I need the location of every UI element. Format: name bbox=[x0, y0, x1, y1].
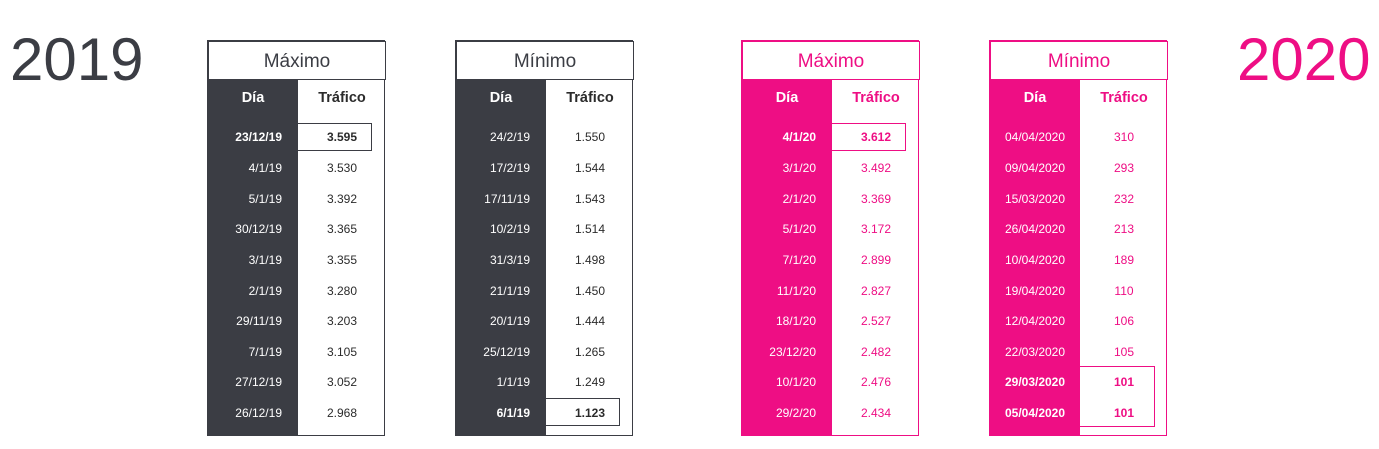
year-2020-label: 2020 bbox=[1237, 26, 1371, 93]
table-row: 6/1/19 1.123 bbox=[496, 406, 606, 420]
table-row: 5/1/19 3.392 bbox=[248, 192, 358, 206]
table-title: Máximo bbox=[208, 41, 386, 80]
table-title: Mínimo bbox=[990, 41, 1168, 80]
table-title: Mínimo bbox=[456, 41, 634, 80]
table-row: 18/1/20 2.527 bbox=[775, 314, 892, 328]
table-row: 29/03/2020 101 bbox=[1004, 375, 1135, 389]
table-row: 3/1/20 3.492 bbox=[782, 161, 892, 175]
table-row: 24/2/19 1.550 bbox=[489, 130, 606, 144]
table-row: 26/12/19 2.968 bbox=[235, 406, 358, 420]
table-2019-maximo: Máximo Día Tráfico 23/12/19 3.595 4/1/19 3… bbox=[207, 40, 386, 436]
table-row: 2/1/19 3.280 bbox=[248, 284, 358, 298]
table-row: 12/04/2020 106 bbox=[1004, 314, 1135, 328]
table-row: 4/1/19 3.530 bbox=[248, 161, 358, 175]
column-header-dia: Día bbox=[489, 90, 513, 106]
table-row: 10/1/20 2.476 bbox=[775, 375, 892, 389]
table-2019-minimo: Mínimo Día Tráfico 24/2/19 1.550 17/2/19 1… bbox=[455, 40, 634, 436]
table-row: 3/1/19 3.355 bbox=[248, 253, 358, 267]
table-row: 30/12/19 3.365 bbox=[235, 222, 358, 236]
table-row: 1/1/19 1.249 bbox=[496, 375, 606, 389]
column-header-trafico: Tráfico bbox=[318, 90, 366, 106]
column-header-dia: Día bbox=[775, 90, 799, 106]
column-header-dia: Día bbox=[241, 90, 265, 106]
table-row: 26/04/2020 213 bbox=[1004, 222, 1135, 236]
table-row: 17/11/19 1.543 bbox=[484, 192, 606, 206]
table-row: 25/12/19 1.265 bbox=[483, 345, 606, 359]
table-row: 29/11/19 3.203 bbox=[236, 314, 358, 328]
table-row: 29/2/20 2.434 bbox=[775, 406, 892, 420]
table-row: 7/1/19 3.105 bbox=[248, 345, 358, 359]
highlight-box bbox=[1000, 366, 1155, 427]
table-row: 2/1/20 3.369 bbox=[782, 192, 892, 206]
column-header-trafico: Tráfico bbox=[1100, 90, 1148, 106]
table-2020-maximo: Máximo Día Tráfico 4/1/20 3.612 3/1/20 3.4… bbox=[741, 40, 920, 436]
table-row: 10/2/19 1.514 bbox=[489, 222, 606, 236]
table-row: 7/1/20 2.899 bbox=[782, 253, 892, 267]
table-row: 10/04/2020 189 bbox=[1004, 253, 1135, 267]
table-row: 11/1/20 2.827 bbox=[776, 284, 892, 298]
table-row: 15/03/2020 232 bbox=[1004, 192, 1135, 206]
column-header-trafico: Tráfico bbox=[566, 90, 614, 106]
table-2020-minimo: Mínimo Día Tráfico 04/04/2020 310 09/04/2… bbox=[989, 40, 1168, 436]
table-row: 04/04/2020 310 bbox=[1004, 130, 1135, 144]
table-row: 27/12/19 3.052 bbox=[235, 375, 358, 389]
table-row: 20/1/19 1.444 bbox=[489, 314, 606, 328]
table-row: 22/03/2020 105 bbox=[1004, 345, 1135, 359]
highlight-box bbox=[222, 123, 372, 151]
table-row: 5/1/20 3.172 bbox=[782, 222, 892, 236]
table-row: 05/04/2020 101 bbox=[1004, 406, 1135, 420]
highlight-box bbox=[470, 398, 620, 426]
column-header-trafico: Tráfico bbox=[852, 90, 900, 106]
table-row: 09/04/2020 293 bbox=[1004, 161, 1135, 175]
table-title: Máximo bbox=[742, 41, 920, 80]
table-row: 4/1/20 3.612 bbox=[782, 130, 892, 144]
table-row: 19/04/2020 110 bbox=[1004, 284, 1134, 298]
table-row: 21/1/19 1.450 bbox=[489, 284, 606, 298]
table-row: 23/12/20 2.482 bbox=[769, 345, 892, 359]
table-row: 23/12/19 3.595 bbox=[235, 130, 358, 144]
column-header-dia: Día bbox=[1023, 90, 1047, 106]
highlight-box bbox=[756, 123, 906, 151]
table-row: 31/3/19 1.498 bbox=[489, 253, 606, 267]
year-2019-label: 2019 bbox=[10, 26, 144, 93]
table-row: 17/2/19 1.544 bbox=[489, 161, 606, 175]
